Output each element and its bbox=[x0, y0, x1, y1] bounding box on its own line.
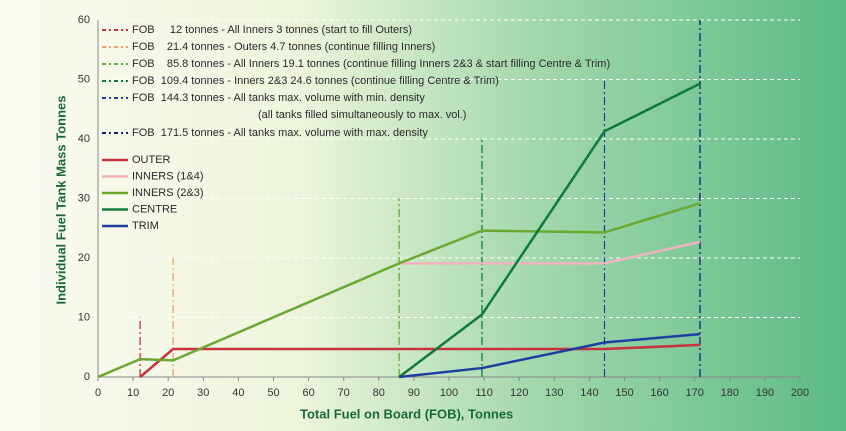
annotation-text: FOB 171.5 tonnes - All tanks max. volume… bbox=[132, 127, 428, 139]
annotation-text: FOB 144.3 tonnes - All tanks max. volume… bbox=[132, 92, 425, 104]
x-tick-label: 10 bbox=[127, 387, 139, 399]
y-tick-label: 50 bbox=[78, 73, 90, 85]
x-tick-label: 150 bbox=[615, 387, 633, 399]
x-tick-label: 130 bbox=[545, 387, 563, 399]
x-tick-label: 20 bbox=[162, 387, 174, 399]
x-tick-label: 30 bbox=[197, 387, 209, 399]
y-tick-label: 30 bbox=[78, 192, 90, 204]
x-axis-label: Total Fuel on Board (FOB), Tonnes bbox=[300, 406, 513, 421]
x-tick-label: 60 bbox=[302, 387, 314, 399]
x-tick-label: 90 bbox=[408, 387, 420, 399]
series-line bbox=[398, 82, 701, 378]
x-tick-label: 100 bbox=[440, 387, 458, 399]
x-tick-label: 80 bbox=[373, 387, 385, 399]
series-line bbox=[139, 343, 701, 378]
annotation-text: FOB 12 tonnes - All Inners 3 tonnes (sta… bbox=[132, 24, 412, 36]
x-tick-label: 50 bbox=[267, 387, 279, 399]
y-tick-label: 40 bbox=[78, 133, 90, 145]
series-line bbox=[97, 202, 701, 379]
annotation-text: FOB 21.4 tonnes - Outers 4.7 tonnes (con… bbox=[132, 41, 435, 53]
y-axis-label: Individual Fuel Tank Mass Tonnes bbox=[53, 96, 68, 305]
x-tick-label: 140 bbox=[580, 387, 598, 399]
y-tick-label: 0 bbox=[84, 371, 90, 383]
x-tick-label: 170 bbox=[686, 387, 704, 399]
x-tick-label: 120 bbox=[510, 387, 528, 399]
annotation-text: FOB 85.8 tonnes - All Inners 19.1 tonnes… bbox=[132, 58, 610, 70]
x-tick-label: 40 bbox=[232, 387, 244, 399]
x-tick-label: 160 bbox=[650, 387, 668, 399]
x-tick-label: 0 bbox=[95, 387, 101, 399]
x-tick-label: 190 bbox=[756, 387, 774, 399]
y-tick-label: 20 bbox=[78, 252, 90, 264]
y-tick-label: 60 bbox=[78, 14, 90, 26]
x-tick-label: 200 bbox=[791, 387, 809, 399]
annotation-text: FOB 109.4 tonnes - Inners 2&3 24.6 tonne… bbox=[132, 75, 499, 87]
legend-label: INNERS (2&3) bbox=[132, 187, 204, 199]
legend-label: INNERS (1&4) bbox=[132, 170, 204, 182]
legend-label: OUTER bbox=[132, 154, 171, 166]
series-line bbox=[399, 240, 701, 265]
x-tick-label: 180 bbox=[721, 387, 739, 399]
x-tick-label: 70 bbox=[338, 387, 350, 399]
x-tick-label: 110 bbox=[475, 387, 493, 399]
legend-label: TRIM bbox=[132, 220, 159, 232]
y-tick-label: 10 bbox=[78, 311, 90, 323]
legend-label: CENTRE bbox=[132, 203, 177, 215]
series-line bbox=[399, 332, 701, 379]
annotation-note: (all tanks filled simultaneously to max.… bbox=[258, 109, 466, 121]
